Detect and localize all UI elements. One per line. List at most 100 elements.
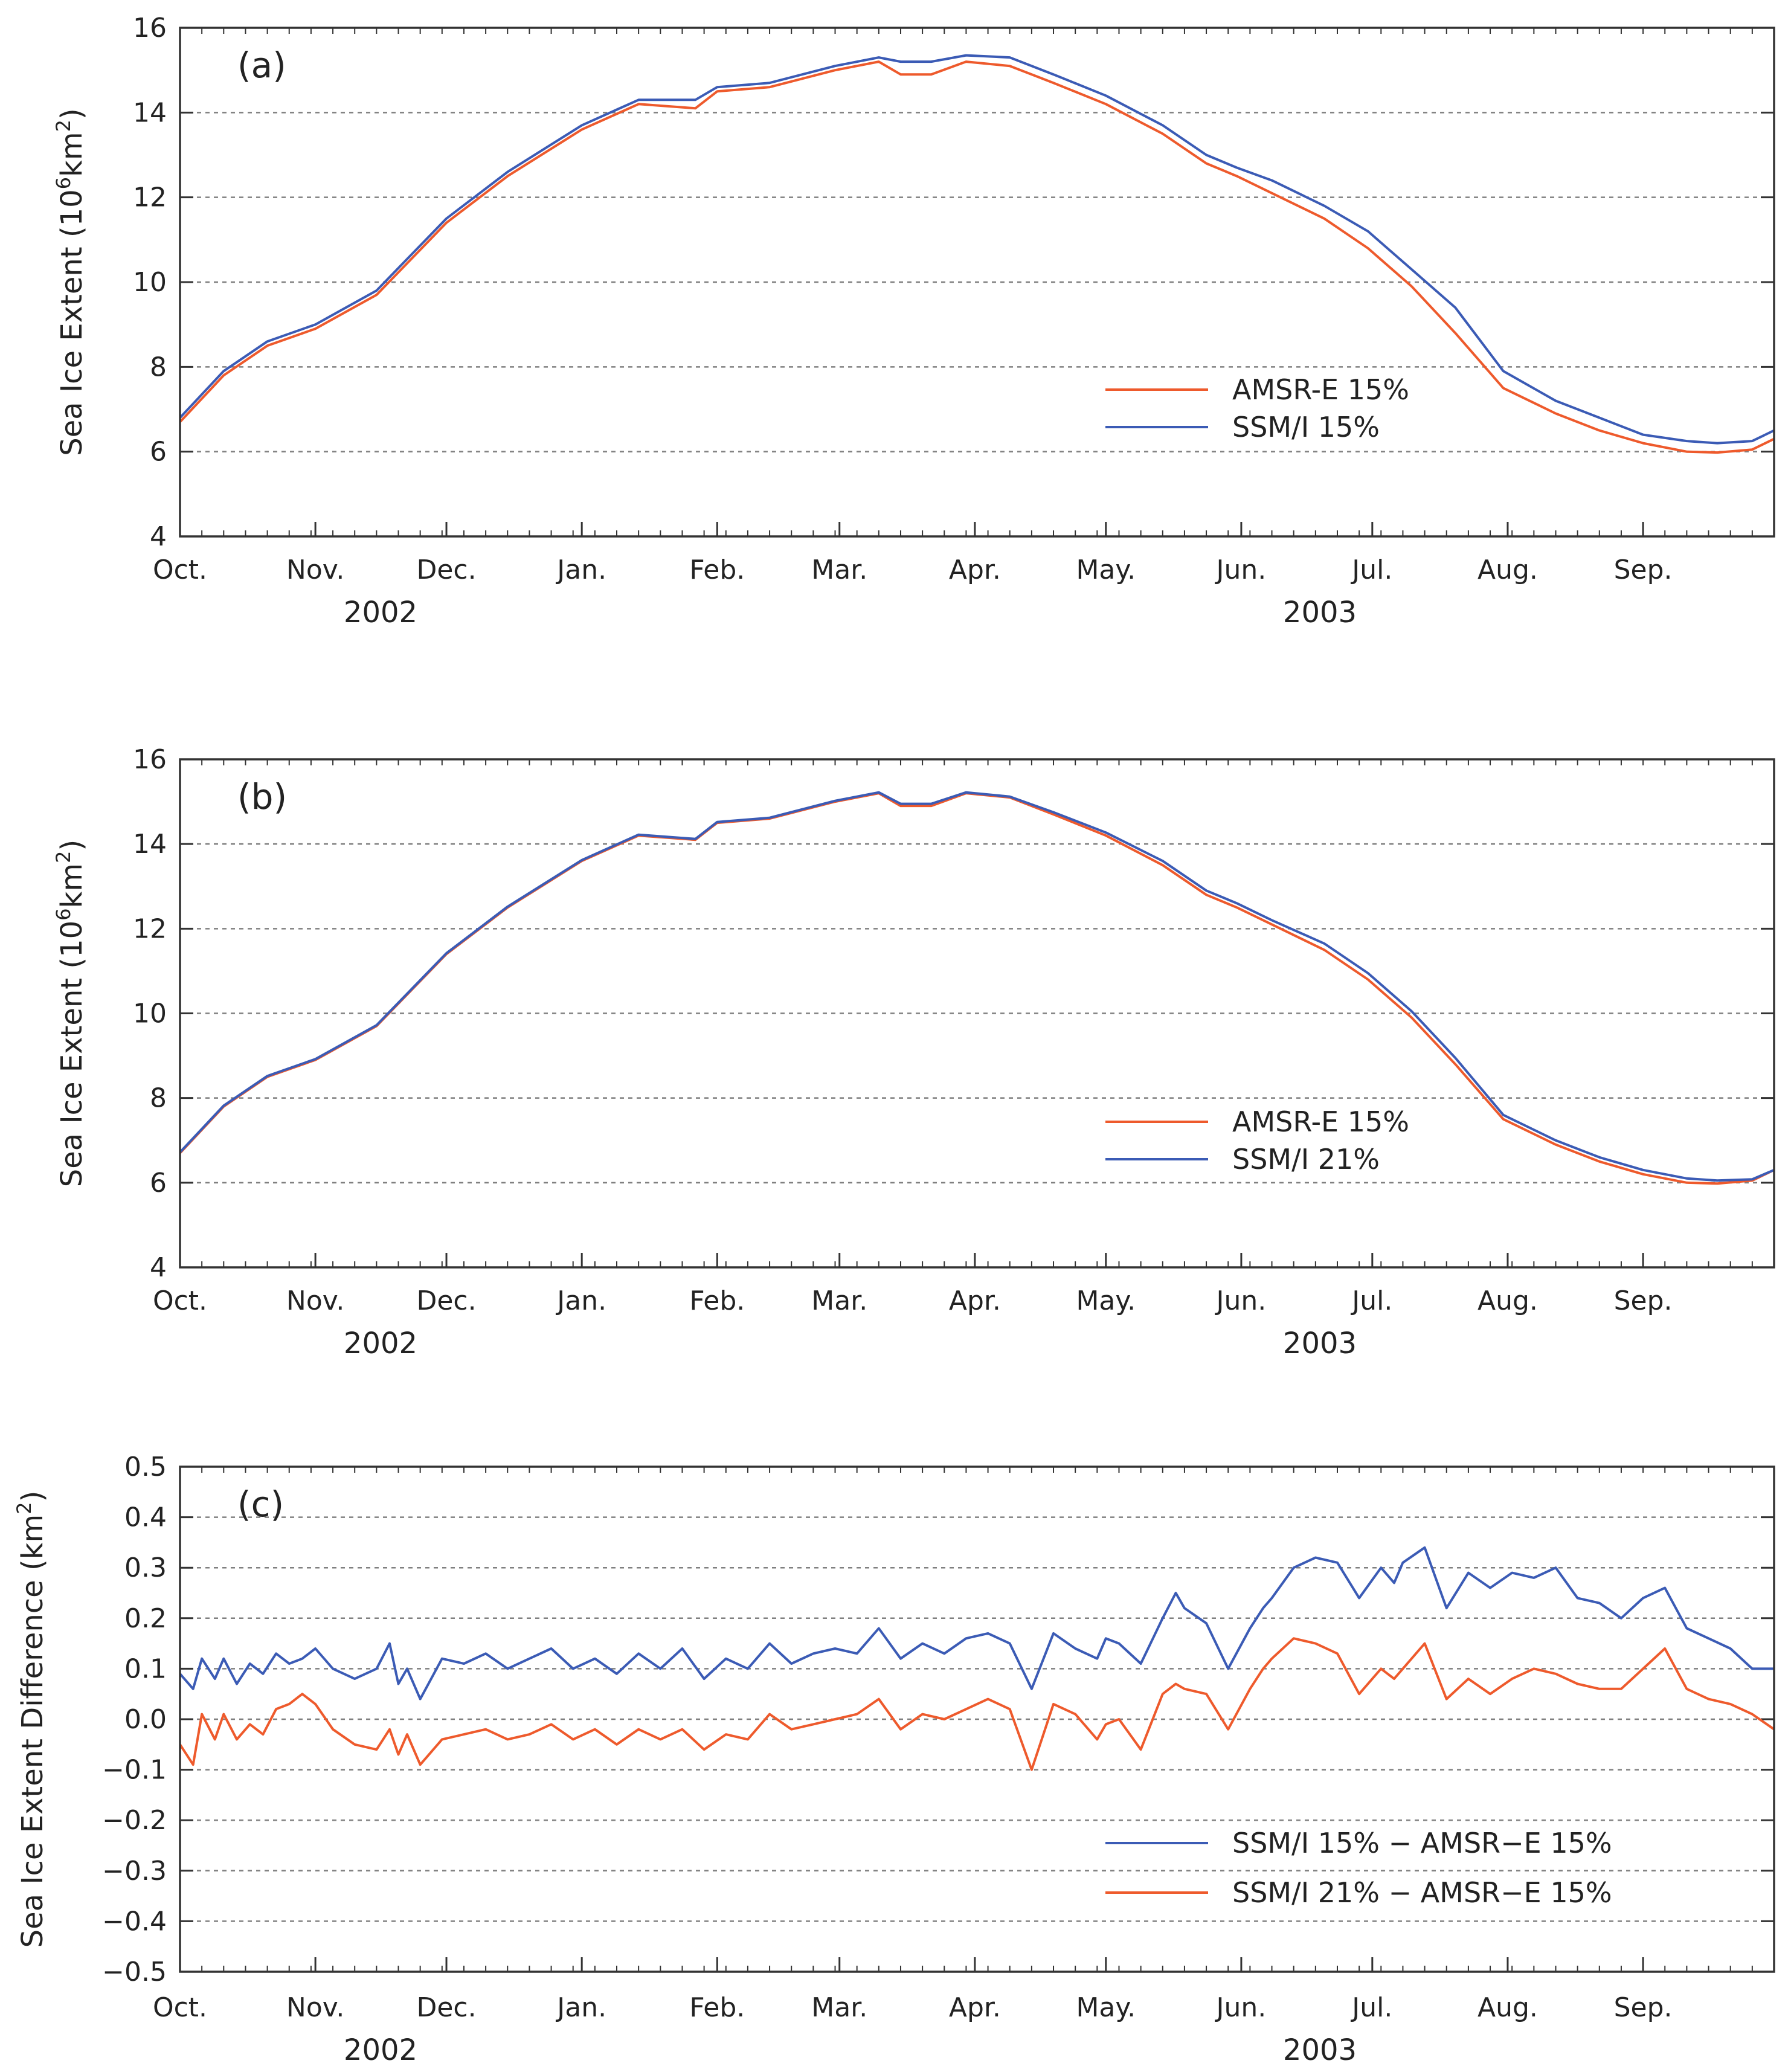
y-axis-label-part: km xyxy=(55,132,89,177)
x-tick-label: Mar. xyxy=(811,1992,867,2023)
series-line xyxy=(179,60,1775,454)
y-axis-label-sup: 2 xyxy=(52,851,75,863)
year-label: 2002 xyxy=(344,2033,417,2067)
series-line xyxy=(179,792,1775,1185)
x-tick-label: Jul. xyxy=(1350,1992,1392,2023)
y-axis-label: Sea Ice Extent Difference (km2) xyxy=(13,1491,50,1948)
y-tick-label: 14 xyxy=(133,97,167,128)
y-tick-label: 0.4 xyxy=(124,1502,167,1533)
y-axis-label: Sea Ice Extent (106km2) xyxy=(52,108,89,455)
y-tick-label: 10 xyxy=(133,999,167,1029)
x-tick-label: Feb. xyxy=(689,1992,745,2023)
y-tick-label: 0.0 xyxy=(124,1704,167,1735)
y-tick-label: 10 xyxy=(133,267,167,298)
y-tick-label: 6 xyxy=(150,1168,167,1198)
series-line xyxy=(179,1546,1774,1700)
legend-label: SSM/I 15% − AMSR−E 15% xyxy=(1232,1827,1612,1859)
y-tick-label: 4 xyxy=(150,521,167,552)
y-axis-label-sup: 6 xyxy=(52,177,75,189)
x-tick-label: Nov. xyxy=(286,1992,344,2023)
y-axis-label-part: ) xyxy=(55,840,89,851)
y-tick-label: 0.3 xyxy=(124,1552,167,1583)
year-label: 2003 xyxy=(1283,596,1357,629)
y-tick-label: −0.4 xyxy=(102,1906,167,1937)
series-line xyxy=(179,791,1775,1182)
plot-frame xyxy=(179,27,1775,538)
plot-frame xyxy=(179,1466,1775,1973)
y-axis-label-part: Sea Ice Extent (10 xyxy=(55,921,89,1187)
x-tick-label: Mar. xyxy=(811,555,867,585)
x-tick-label: Jun. xyxy=(1215,1285,1267,1316)
year-label: 2002 xyxy=(344,596,417,629)
x-tick-label: Apr. xyxy=(949,1285,1001,1316)
y-axis-label-part: ) xyxy=(55,108,89,120)
legend-label: SSM/I 21% − AMSR−E 15% xyxy=(1232,1876,1612,1909)
x-tick-label: Jun. xyxy=(1215,1992,1267,2023)
x-tick-label: Mar. xyxy=(811,1285,867,1316)
x-tick-label: Jun. xyxy=(1215,555,1267,585)
y-tick-label: 4 xyxy=(150,1252,167,1283)
x-tick-label: Jul. xyxy=(1350,1285,1392,1316)
x-tick-label: Apr. xyxy=(949,555,1001,585)
panel-label: (a) xyxy=(237,45,286,86)
y-tick-label: −0.3 xyxy=(102,1856,167,1887)
panel-b: 4 6 8 10 12 14 16 Oct. Nov. Dec. Jan. Feb. Mar. Apr. M… xyxy=(52,744,1775,1360)
x-tick-label: Aug. xyxy=(1477,1992,1538,2023)
x-tick-label: Sep. xyxy=(1614,1285,1673,1316)
plot-frame xyxy=(179,758,1775,1269)
x-tick-label: Apr. xyxy=(949,1992,1001,2023)
y-tick-label: 0.2 xyxy=(124,1603,167,1634)
y-axis-label: Sea Ice Extent (106km2) xyxy=(52,840,89,1187)
year-label: 2003 xyxy=(1283,1327,1357,1360)
y-tick-label: 12 xyxy=(133,913,167,944)
y-axis-label-sup: 2 xyxy=(52,120,75,132)
y-tick-label: 0.5 xyxy=(124,1452,167,1482)
y-tick-label: 8 xyxy=(150,352,167,382)
x-tick-label: Sep. xyxy=(1614,555,1673,585)
y-tick-label: 6 xyxy=(150,437,167,468)
y-tick-label: 16 xyxy=(133,13,167,43)
y-axis-label-part: ) xyxy=(16,1491,50,1502)
y-tick-label: 14 xyxy=(133,829,167,860)
x-tick-label: Dec. xyxy=(416,1285,476,1316)
x-tick-label: Oct. xyxy=(153,1992,207,2023)
panel-label: (c) xyxy=(237,1484,284,1525)
x-tick-label: Aug. xyxy=(1477,1285,1538,1316)
y-tick-label: −0.2 xyxy=(102,1805,167,1836)
legend-label: AMSR-E 15% xyxy=(1232,373,1409,406)
x-tick-label: Jan. xyxy=(555,1992,606,2023)
panel-label: (b) xyxy=(237,776,287,817)
y-tick-label: −0.1 xyxy=(102,1755,167,1786)
y-axis-label-sup: 6 xyxy=(52,908,75,920)
series-line xyxy=(179,54,1775,445)
legend-label: SSM/I 15% xyxy=(1232,411,1380,443)
x-tick-label: Oct. xyxy=(153,555,207,585)
y-axis-label-part: km xyxy=(55,863,89,909)
x-tick-label: Nov. xyxy=(286,555,344,585)
y-axis-label-sup: 2 xyxy=(13,1502,36,1514)
x-tick-label: Aug. xyxy=(1477,555,1538,585)
y-tick-label: 12 xyxy=(133,182,167,213)
x-tick-label: Jul. xyxy=(1350,555,1392,585)
x-tick-label: Jan. xyxy=(555,1285,606,1316)
y-tick-label: 8 xyxy=(150,1083,167,1114)
series-line xyxy=(179,1637,1775,1771)
x-tick-label: Jan. xyxy=(555,555,606,585)
x-tick-label: Sep. xyxy=(1614,1992,1673,2023)
legend-label: AMSR-E 15% xyxy=(1232,1105,1409,1138)
year-label: 2002 xyxy=(344,1327,417,1360)
x-tick-label: Oct. xyxy=(153,1285,207,1316)
y-tick-label: 16 xyxy=(133,744,167,775)
y-axis-label-part: Sea Ice Extent Difference (km xyxy=(16,1514,50,1948)
x-tick-label: May. xyxy=(1076,1285,1136,1316)
x-tick-label: Feb. xyxy=(689,1285,745,1316)
year-label: 2003 xyxy=(1283,2033,1357,2067)
legend-label: SSM/I 21% xyxy=(1232,1143,1380,1176)
y-tick-label: 0.1 xyxy=(124,1653,167,1684)
y-axis-label-part: Sea Ice Extent (10 xyxy=(55,189,89,455)
x-tick-label: Nov. xyxy=(286,1285,344,1316)
x-tick-label: May. xyxy=(1076,1992,1136,2023)
x-tick-label: Dec. xyxy=(416,555,476,585)
y-tick-label: −0.5 xyxy=(102,1957,167,1987)
